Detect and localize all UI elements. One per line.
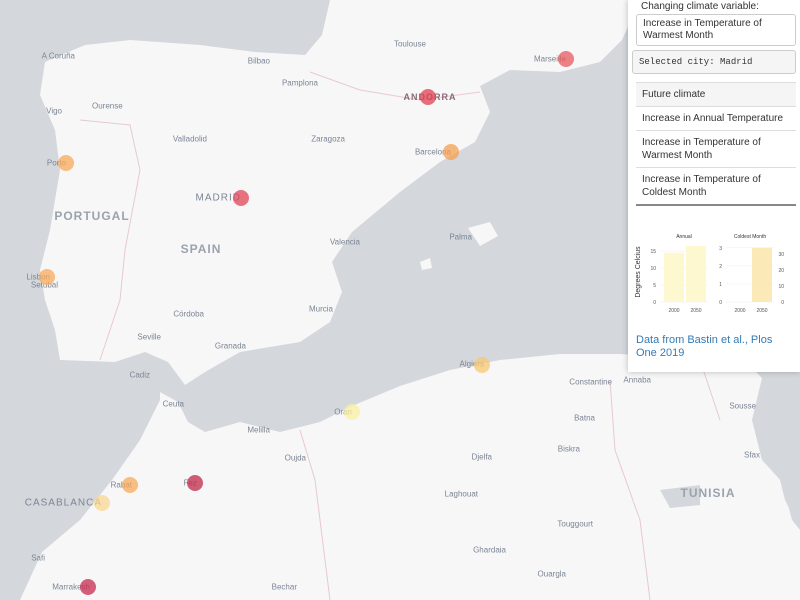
y-tick-label: 0 <box>781 300 784 306</box>
city-marker-oran[interactable] <box>344 404 360 420</box>
data-source-link[interactable]: Data from Bastin et al., Plos One 2019 <box>636 334 773 359</box>
panel-title: Coldest Month <box>734 234 766 240</box>
city-label: A Coruña <box>41 51 75 61</box>
land-europe <box>40 0 640 385</box>
land-africa <box>20 354 800 600</box>
city-label: Djelfa <box>471 452 492 462</box>
city-label: Cadiz <box>129 370 150 380</box>
country-label: TUNISIA <box>680 486 736 500</box>
city-label: Oujda <box>284 453 306 463</box>
x-tick-label: 2050 <box>756 308 767 314</box>
x-tick-label: 2000 <box>734 308 745 314</box>
city-marker-barcelona[interactable] <box>443 144 459 160</box>
city-label: MADRID <box>195 192 241 204</box>
city-label: Bechar <box>271 582 297 592</box>
x-tick-label: 2050 <box>690 308 701 314</box>
panel-title: Annual <box>676 234 692 240</box>
border-lines <box>79 71 721 600</box>
y-tick-label: 15 <box>650 249 656 255</box>
land-balearic <box>420 222 498 270</box>
city-label: Biskra <box>557 444 580 454</box>
city-label: Ourense <box>92 101 123 111</box>
city-marker-andorra[interactable] <box>420 89 436 105</box>
y-axis-label: Degrees Celcius <box>635 246 642 298</box>
city-marker-marseille[interactable] <box>558 51 574 67</box>
country-label: PORTUGAL <box>54 209 130 223</box>
climate-table: Future climate Increase in Annual Temper… <box>636 82 796 206</box>
bar-2050 <box>686 246 706 302</box>
city-label: Safi <box>31 553 45 563</box>
city-label: Toulouse <box>393 39 426 49</box>
city-label: Marrakesh <box>52 582 90 592</box>
city-label: Ceuta <box>162 399 184 409</box>
city-label: Porto <box>46 158 66 168</box>
y-tick-label: 0 <box>719 300 722 306</box>
city-label: Granada <box>214 341 246 351</box>
city-label: Annaba <box>623 375 651 385</box>
city-label: Córdoba <box>173 309 204 319</box>
y-tick-label: 10 <box>650 266 656 272</box>
country-label: SPAIN <box>180 242 222 256</box>
city-label: Marseille <box>533 54 566 64</box>
table-header: Future climate <box>636 82 796 107</box>
city-label: Pamplona <box>281 78 318 88</box>
y-tick-label: 5 <box>653 283 656 289</box>
city-label: Palma <box>449 232 472 242</box>
city-marker-fez[interactable] <box>187 475 203 491</box>
city-label: Murcia <box>308 304 333 314</box>
city-label: Vigo <box>46 106 62 116</box>
y-tick-label: 1 <box>719 282 722 288</box>
bar-2000 <box>664 252 684 302</box>
city-label: Bilbao <box>247 56 270 66</box>
selected-city-output: Selected city: Madrid <box>632 50 796 74</box>
city-label: Valladolid <box>172 134 207 144</box>
y-tick-label: 3 <box>719 246 722 252</box>
sea-gulf <box>660 390 800 530</box>
city-label: Sfax <box>743 450 760 460</box>
control-panel: Changing climate variable: Increase in T… <box>628 0 800 372</box>
city-label: Touggourt <box>557 519 593 529</box>
y-tick-label: 10 <box>778 284 784 290</box>
y-tick-label: 0 <box>653 300 656 306</box>
city-label: Lisbon <box>26 273 50 282</box>
bar-2050 <box>752 247 772 302</box>
city-label: Ghardaia <box>473 545 506 555</box>
city-label: Batna <box>574 413 595 423</box>
city-label: Ouargla <box>537 569 566 579</box>
y-tick-label: 2 <box>719 264 722 270</box>
city-marker-marrakesh[interactable] <box>80 579 96 595</box>
city-label: Rabat <box>111 481 132 490</box>
y-tick-label: 20 <box>778 268 784 274</box>
y-tick-label: 30 <box>778 252 784 258</box>
city-label: Laghouat <box>444 489 478 499</box>
city-label: Barcelona <box>414 147 451 157</box>
city-marker-porto[interactable] <box>58 155 74 171</box>
city-marker-rabat[interactable] <box>122 477 138 493</box>
city-label: CASABLANCA <box>24 497 102 509</box>
x-tick-label: 2000 <box>668 308 679 314</box>
table-row[interactable]: Increase in Temperature of Coldest Month <box>636 167 796 206</box>
variable-label: Changing climate variable: <box>641 1 759 12</box>
city-label: Algiers <box>459 359 484 369</box>
city-label: Seville <box>137 332 161 342</box>
table-row[interactable]: Increase in Annual Temperature <box>636 106 796 131</box>
variable-select[interactable]: Increase in Temperature of Warmest Month <box>636 14 796 46</box>
city-label: Zaragoza <box>311 134 345 144</box>
table-row[interactable]: Increase in Temperature of Warmest Month <box>636 130 796 168</box>
city-marker-casablanca[interactable] <box>94 495 110 511</box>
city-label: Oran <box>334 408 352 417</box>
city-label: Valencia <box>329 237 360 247</box>
city-label: Constantine <box>569 377 612 387</box>
city-marker-lisbon[interactable] <box>39 269 55 285</box>
city-label: Setubal <box>30 280 58 290</box>
city-label: Sousse <box>729 401 756 411</box>
city-marker-madrid[interactable] <box>233 190 249 206</box>
city-marker-algiers[interactable] <box>474 357 490 373</box>
city-label: Melilla <box>247 425 270 435</box>
